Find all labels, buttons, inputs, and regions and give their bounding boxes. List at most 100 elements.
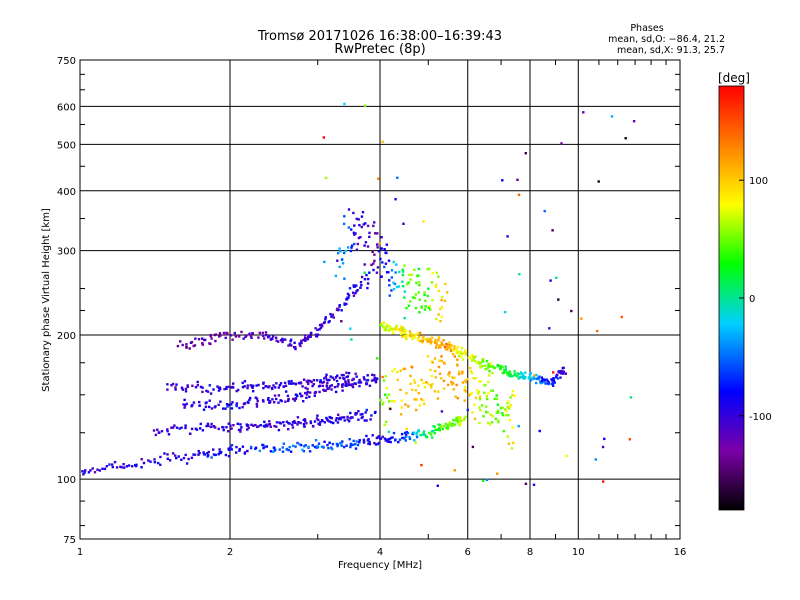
data-point [238, 447, 241, 451]
data-point [125, 465, 129, 468]
data-point [558, 371, 561, 374]
data-point [393, 367, 396, 371]
data-point [506, 372, 510, 375]
data-point [376, 232, 379, 235]
data-point [218, 451, 221, 454]
data-point [428, 431, 431, 435]
data-point [358, 439, 361, 442]
data-point [319, 379, 322, 382]
data-point [166, 457, 169, 460]
outlier-point [420, 463, 423, 467]
data-point [336, 443, 340, 446]
data-point [401, 330, 404, 333]
colorbar-tick-label: 0 [749, 294, 755, 305]
data-point [209, 392, 213, 395]
data-point [299, 382, 303, 385]
x-tick-label: 2 [227, 547, 233, 558]
data-point [246, 449, 249, 453]
data-point [358, 441, 361, 444]
data-point [428, 304, 432, 308]
data-point [403, 327, 406, 331]
data-point [330, 315, 333, 318]
data-point [322, 388, 325, 392]
data-point [485, 360, 489, 363]
data-point [403, 431, 407, 435]
data-point [486, 411, 489, 414]
data-point [326, 381, 329, 385]
data-point [340, 444, 343, 447]
data-point [474, 396, 478, 400]
data-point [334, 274, 338, 278]
data-point [347, 420, 351, 423]
data-point [422, 335, 425, 338]
data-point [535, 381, 538, 385]
data-point [309, 335, 312, 338]
data-point [405, 337, 408, 341]
data-point [347, 379, 350, 382]
outlier-point [596, 329, 599, 333]
data-point [485, 410, 488, 414]
data-point [316, 414, 319, 417]
data-point [430, 336, 434, 339]
data-point [401, 280, 404, 283]
data-point [506, 373, 509, 376]
data-point [345, 302, 348, 306]
outlier-point [422, 220, 425, 223]
data-point [401, 335, 404, 338]
data-point [360, 225, 363, 229]
data-point [192, 453, 195, 456]
data-point [504, 408, 507, 411]
data-point [346, 292, 350, 296]
data-point [437, 313, 440, 316]
data-point [401, 285, 405, 288]
data-point [450, 424, 453, 427]
data-point [472, 357, 476, 360]
data-point [306, 381, 310, 385]
data-point [458, 416, 462, 419]
data-point [489, 362, 493, 365]
data-point [329, 375, 332, 378]
data-point [324, 318, 327, 321]
data-point [325, 373, 328, 376]
data-point [435, 341, 439, 344]
data-point [225, 385, 228, 389]
data-point [277, 394, 281, 397]
data-point [479, 364, 482, 368]
data-point [190, 456, 194, 459]
data-point [289, 340, 292, 343]
data-point [214, 339, 217, 343]
data-point [481, 364, 484, 368]
data-point [231, 401, 234, 404]
data-point [342, 416, 346, 419]
data-point [409, 332, 412, 335]
data-point [541, 381, 544, 384]
data-point [284, 400, 287, 403]
data-point [289, 338, 293, 341]
data-point [224, 336, 227, 340]
data-point [225, 403, 229, 406]
data-point [298, 443, 301, 446]
data-point [403, 296, 406, 299]
data-point [417, 274, 420, 277]
data-point [460, 419, 463, 422]
data-point [283, 424, 286, 427]
data-point [469, 366, 472, 370]
data-point [119, 465, 122, 468]
data-point [351, 443, 355, 446]
data-point [376, 246, 379, 249]
data-point [450, 380, 453, 384]
data-point [421, 433, 425, 436]
data-point [292, 397, 295, 401]
data-point [451, 422, 454, 425]
data-point [353, 224, 356, 227]
data-point [503, 369, 506, 372]
outlier-point [624, 137, 627, 140]
data-point [440, 377, 443, 380]
data-point [383, 248, 386, 251]
data-point [219, 387, 222, 391]
data-point [559, 376, 562, 379]
data-point [413, 381, 417, 384]
data-point [484, 383, 487, 387]
data-point [302, 400, 305, 403]
data-point [98, 469, 101, 472]
